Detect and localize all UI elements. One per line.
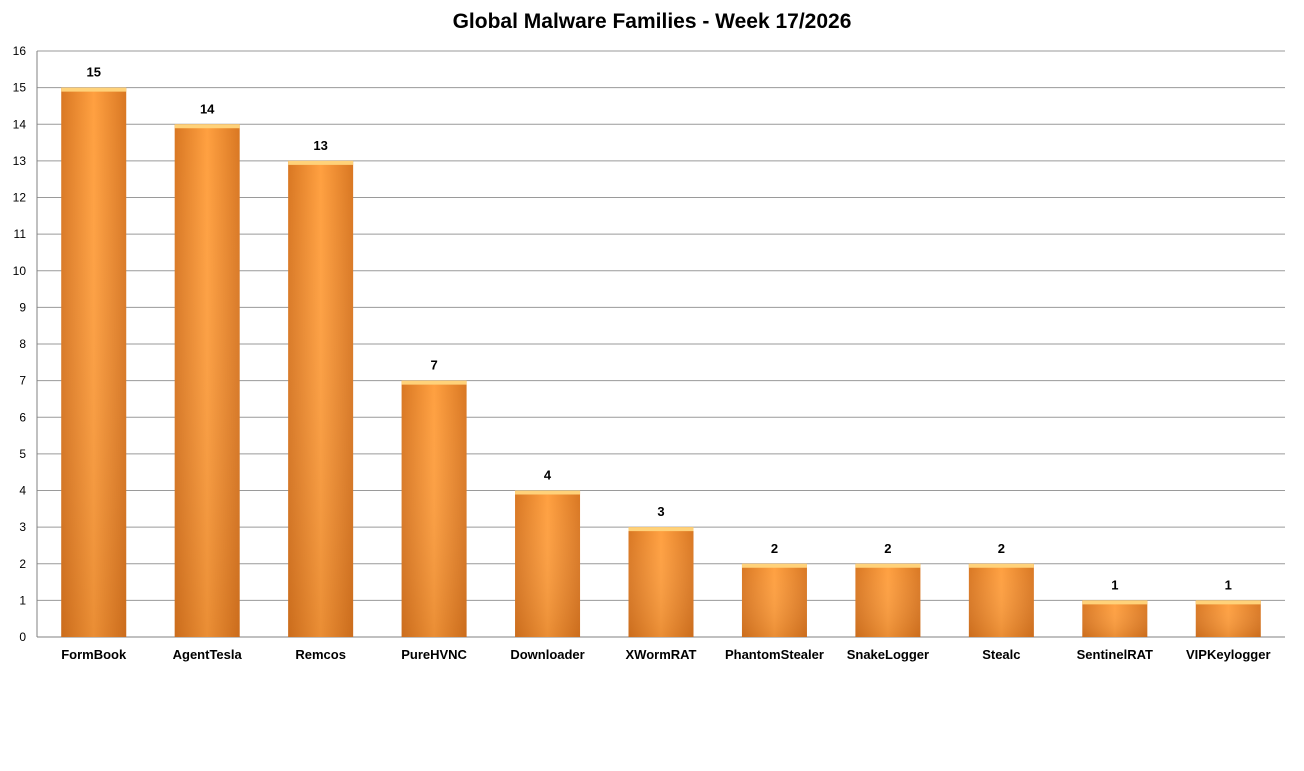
y-tick-label: 9 xyxy=(19,300,26,314)
bar-top-highlight xyxy=(174,124,240,129)
y-tick-label: 12 xyxy=(13,191,27,205)
bar-sentinelrat xyxy=(1082,600,1148,637)
bar-vipkeylogger xyxy=(1195,600,1261,637)
bar-shade xyxy=(628,527,694,637)
bar-purehvnc xyxy=(401,380,467,637)
bar-top-highlight xyxy=(61,87,127,92)
data-label: 2 xyxy=(771,541,778,556)
x-tick-label: Downloader xyxy=(510,647,584,662)
y-tick-label: 1 xyxy=(19,593,26,607)
bar-shade xyxy=(1195,600,1261,637)
bar-top-highlight xyxy=(515,490,581,495)
data-label: 1 xyxy=(1225,577,1232,592)
y-tick-label: 6 xyxy=(19,410,26,424)
data-label: 7 xyxy=(430,358,437,373)
labels: 01234567891011121314151615FormBook14Agen… xyxy=(13,44,1271,662)
bar-shade xyxy=(288,160,354,637)
data-label: 14 xyxy=(200,101,215,116)
x-tick-label: AgentTesla xyxy=(173,647,243,662)
y-tick-label: 10 xyxy=(13,264,27,278)
bar-shade xyxy=(174,124,240,637)
x-tick-label: XWormRAT xyxy=(625,647,696,662)
x-tick-label: PhantomStealer xyxy=(725,647,824,662)
bar-top-highlight xyxy=(628,527,694,532)
bar-shade xyxy=(968,563,1034,637)
y-tick-label: 11 xyxy=(14,227,27,241)
bar-xwormrat xyxy=(628,527,694,637)
bar-top-highlight xyxy=(288,160,354,165)
bars xyxy=(61,87,1261,637)
data-label: 3 xyxy=(657,504,664,519)
x-tick-label: PureHVNC xyxy=(401,647,467,662)
bar-top-highlight xyxy=(968,563,1034,568)
data-label: 2 xyxy=(998,541,1005,556)
x-tick-label: SnakeLogger xyxy=(847,647,929,662)
bar-stealc xyxy=(968,563,1034,637)
y-tick-label: 14 xyxy=(13,117,27,131)
y-tick-label: 15 xyxy=(13,81,27,95)
bar-top-highlight xyxy=(401,380,467,385)
y-tick-label: 7 xyxy=(19,374,26,388)
chart-title: Global Malware Families - Week 17/2026 xyxy=(452,10,852,33)
bar-remcos xyxy=(288,160,354,637)
bar-formbook xyxy=(61,87,127,637)
bar-shade xyxy=(741,563,807,637)
x-tick-label: Remcos xyxy=(295,647,346,662)
bar-downloader xyxy=(515,490,581,637)
x-tick-label: SentinelRAT xyxy=(1077,647,1153,662)
bar-shade xyxy=(401,380,467,637)
bar-shade xyxy=(61,87,127,637)
data-label: 2 xyxy=(884,541,891,556)
y-tick-label: 5 xyxy=(19,447,26,461)
bar-top-highlight xyxy=(1082,600,1148,605)
data-label: 15 xyxy=(86,65,100,80)
bar-phantomstealer xyxy=(741,563,807,637)
y-tick-label: 4 xyxy=(19,484,26,498)
x-tick-label: VIPKeylogger xyxy=(1186,647,1271,662)
bar-snakelogger xyxy=(855,563,921,637)
bar-shade xyxy=(515,490,581,637)
bar-shade xyxy=(855,563,921,637)
x-tick-label: FormBook xyxy=(61,647,127,662)
x-tick-label: Stealc xyxy=(982,647,1020,662)
y-tick-label: 13 xyxy=(13,154,27,168)
bar-top-highlight xyxy=(1195,600,1261,605)
bar-agenttesla xyxy=(174,124,240,637)
bar-top-highlight xyxy=(741,563,807,568)
data-label: 4 xyxy=(544,468,552,483)
data-label: 13 xyxy=(313,138,327,153)
y-tick-label: 3 xyxy=(19,520,26,534)
bar-shade xyxy=(1082,600,1148,637)
y-tick-label: 8 xyxy=(19,337,26,351)
y-tick-label: 0 xyxy=(19,630,26,644)
y-tick-label: 16 xyxy=(13,44,27,58)
data-label: 1 xyxy=(1111,577,1118,592)
bar-top-highlight xyxy=(855,563,921,568)
y-tick-label: 2 xyxy=(19,557,26,571)
